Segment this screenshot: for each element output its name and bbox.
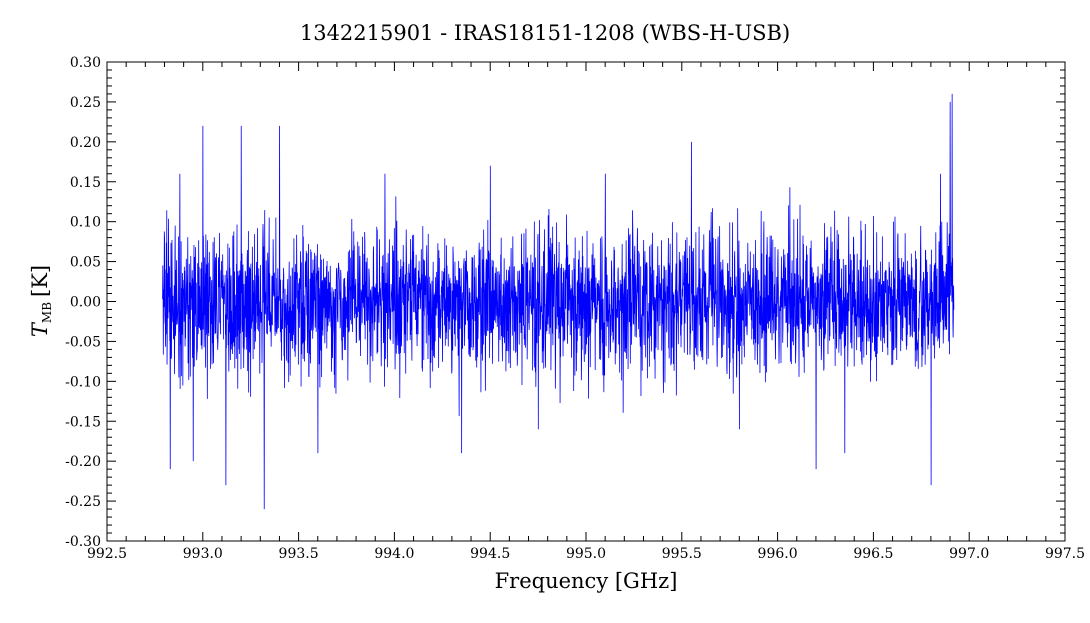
- y-tick-label: 0.30: [70, 55, 101, 71]
- x-tick-label: 992.5: [87, 546, 127, 562]
- y-tick-label: -0.05: [65, 334, 101, 350]
- y-tick-label: 0.10: [70, 215, 101, 231]
- x-tick-label: 993.0: [183, 546, 223, 562]
- x-tick-label: 994.5: [470, 546, 510, 562]
- y-tick-label: 0.25: [70, 95, 101, 111]
- x-tick-label: 993.5: [279, 546, 319, 562]
- spectrum-line-0: [162, 93, 955, 510]
- x-axis: 992.5 993.0 993.5 994.0 994.5 995.0 995.5 996.0…: [87, 62, 1085, 562]
- x-tick-label: 994.0: [374, 546, 414, 562]
- x-tick-label: 996.0: [758, 546, 798, 562]
- x-tick-label: 997.0: [949, 546, 989, 562]
- svg-text:TMB[K]: TMB [K]: [28, 265, 54, 337]
- y-axis-label: TMB [K]: [28, 265, 54, 337]
- y-axis: -0.30 -0.25 -0.20 -0.15 -0.10 -0.05 0.00 0.05 0.…: [65, 55, 1065, 550]
- x-axis-label: Frequency [GHz]: [495, 569, 678, 593]
- y-tick-label: -0.10: [65, 374, 101, 390]
- x-tick-label: 995.0: [566, 546, 606, 562]
- y-axis-label-sub: MB: [40, 302, 54, 323]
- y-tick-label: 0.05: [70, 255, 101, 271]
- x-tick-label: 996.5: [853, 546, 893, 562]
- y-tick-label: -0.30: [65, 534, 101, 550]
- y-tick-label: 0.15: [70, 175, 101, 191]
- y-tick-label: 0.20: [70, 135, 101, 151]
- series-layer: [162, 93, 955, 510]
- y-axis-label-unit: [K]: [28, 265, 52, 297]
- y-tick-label: 0.00: [70, 295, 101, 311]
- y-tick-label: -0.20: [65, 454, 101, 470]
- y-tick-label: -0.25: [65, 494, 101, 510]
- chart-title: 1342215901 - IRAS18151-1208 (WBS-H-USB): [300, 21, 790, 45]
- x-tick-label: 995.5: [662, 546, 702, 562]
- x-tick-label: 997.5: [1045, 546, 1085, 562]
- y-axis-label-main: T: [28, 321, 52, 337]
- y-tick-label: -0.15: [65, 414, 101, 430]
